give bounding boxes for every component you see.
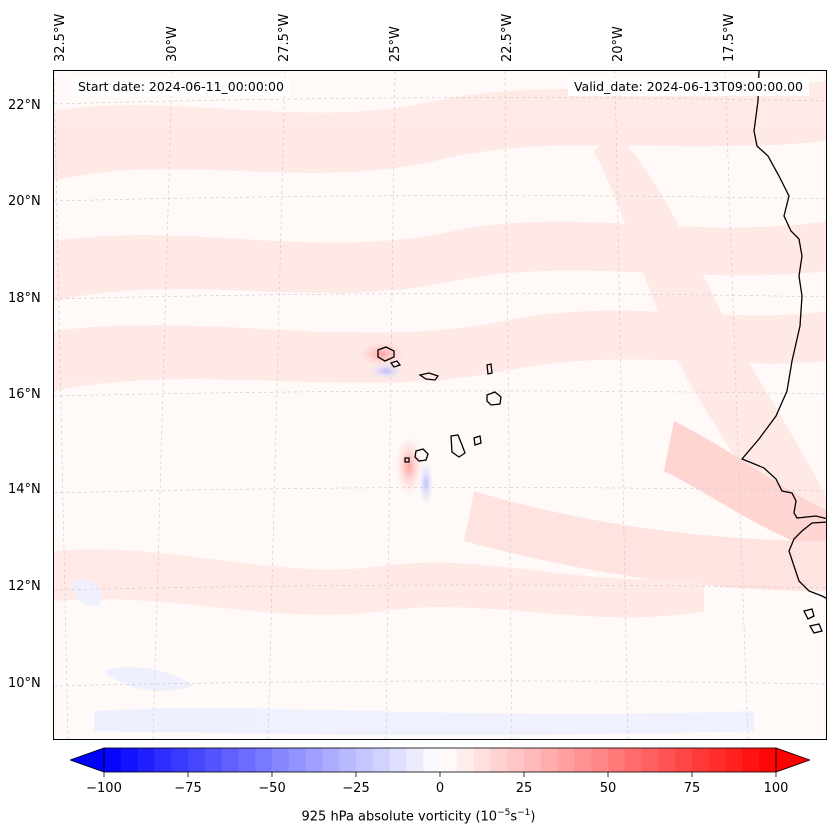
- colorbar-cell: [507, 748, 525, 772]
- colorbar-cell: [288, 748, 307, 772]
- lat-label-22n: 22°N: [8, 98, 41, 113]
- lat-label-18n: 18°N: [8, 291, 41, 306]
- colorbar-cell: [742, 748, 760, 772]
- colorbar-cell: [171, 748, 189, 772]
- lat-label-14n: 14°N: [8, 482, 41, 497]
- vorticity-max-santo-antao: [358, 341, 406, 367]
- island-boa-vista: [486, 391, 502, 406]
- colorbar-cell: [658, 748, 676, 772]
- vorticity-field: [54, 81, 826, 618]
- colorbar-extend-high: [775, 747, 810, 773]
- lon-label-22-5w: 22.5°W: [500, 13, 515, 62]
- colorbar-tick-label: 25: [515, 781, 533, 796]
- colorbar-tick-label: −50: [258, 781, 286, 796]
- start-date-label: Start date: 2024-06-11_00:00:00: [72, 78, 290, 96]
- colorbar-cell: [305, 748, 323, 772]
- colorbar-cell: [725, 748, 743, 772]
- colorbar-cell: [641, 748, 659, 772]
- colorbar-cell: [188, 748, 206, 772]
- colorbar-ticks: [103, 772, 777, 777]
- colorbar-cell: [120, 748, 139, 772]
- colorbar-cell: [322, 748, 340, 772]
- island-sal: [486, 363, 493, 375]
- colorbar-cell: [154, 748, 172, 772]
- colorbar-cell: [356, 748, 374, 772]
- lon-label-25w: 25°W: [388, 26, 403, 62]
- colorbar-cell: [574, 748, 592, 772]
- colorbar-cell: [104, 748, 122, 772]
- colorbar-cell: [675, 748, 693, 772]
- vorticity-negative-patches: [73, 580, 754, 736]
- colorbar-cell: [591, 748, 609, 772]
- lon-label-27-5w: 27.5°W: [277, 13, 292, 62]
- cape-verde-islands: [377, 346, 502, 463]
- colorbar-tick-label: 100: [763, 781, 789, 796]
- colorbar-cell: [204, 748, 223, 772]
- colorbar-cell: [255, 748, 273, 772]
- lon-label-20w: 20°W: [611, 26, 626, 62]
- colorbar-cell: [490, 748, 508, 772]
- lon-label-17-5w: 17.5°W: [722, 13, 737, 62]
- island-sao-vicente: [389, 360, 402, 368]
- colorbar-cell: [221, 748, 239, 772]
- lat-label-10n: 10°N: [8, 676, 41, 691]
- colorbar-cell: [389, 748, 407, 772]
- colorbar-tick-label: 0: [435, 781, 445, 796]
- colorbar-cell: [372, 748, 391, 772]
- island-maio: [473, 435, 482, 446]
- colorbar-cell: [540, 748, 559, 772]
- vorticity-min-fogo: [418, 459, 434, 507]
- colorbar-cells: [104, 748, 777, 772]
- colorbar-cell: [272, 748, 290, 772]
- colorbar-cell: [557, 748, 575, 772]
- colorbar-label: 925 hPa absolute vorticity (10−5s−1): [301, 808, 536, 825]
- island-sao-nicolau: [418, 372, 440, 381]
- colorbar-tick-label: −25: [342, 781, 370, 796]
- colorbar-tick-label: −75: [174, 781, 202, 796]
- african-coastline: [740, 71, 826, 634]
- vorticity-map: [54, 71, 826, 739]
- lat-label-16n: 16°N: [8, 387, 41, 402]
- colorbar-extend-low: [70, 747, 105, 773]
- island-santo-antao: [377, 346, 395, 362]
- colorbar-cell: [440, 748, 458, 772]
- colorbar-cell: [339, 748, 357, 772]
- colorbar-cell: [473, 748, 491, 772]
- map-panel[interactable]: [53, 70, 827, 740]
- colorbar-cell: [137, 748, 155, 772]
- island-fogo: [414, 448, 429, 462]
- valid-date-label: Valid_date: 2024-06-13T09:00:00.00: [567, 78, 809, 96]
- lon-label-30w: 30°W: [165, 26, 180, 62]
- colorbar-cell: [708, 748, 727, 772]
- colorbar-cell: [238, 748, 256, 772]
- gridlines: [54, 71, 826, 739]
- colorbar-cell: [624, 748, 643, 772]
- colorbar-cell: [423, 748, 441, 772]
- island-brava: [404, 457, 410, 463]
- colorbar-tick-label: 50: [599, 781, 617, 796]
- colorbar-tick-label: 75: [683, 781, 701, 796]
- lat-label-20n: 20°N: [8, 194, 41, 209]
- colorbar-cell: [608, 748, 626, 772]
- vorticity-min-santo-antao: [368, 362, 404, 380]
- island-santiago: [450, 434, 466, 458]
- colorbar: [70, 747, 810, 777]
- colorbar-cell: [759, 748, 777, 772]
- colorbar-cell: [524, 748, 542, 772]
- colorbar-cell: [456, 748, 475, 772]
- lon-label-32-5w: 32.5°W: [53, 13, 68, 62]
- colorbar-tick-label: −100: [86, 781, 122, 796]
- lat-label-12n: 12°N: [8, 579, 41, 594]
- colorbar-cell: [406, 748, 424, 772]
- colorbar-cell: [692, 748, 710, 772]
